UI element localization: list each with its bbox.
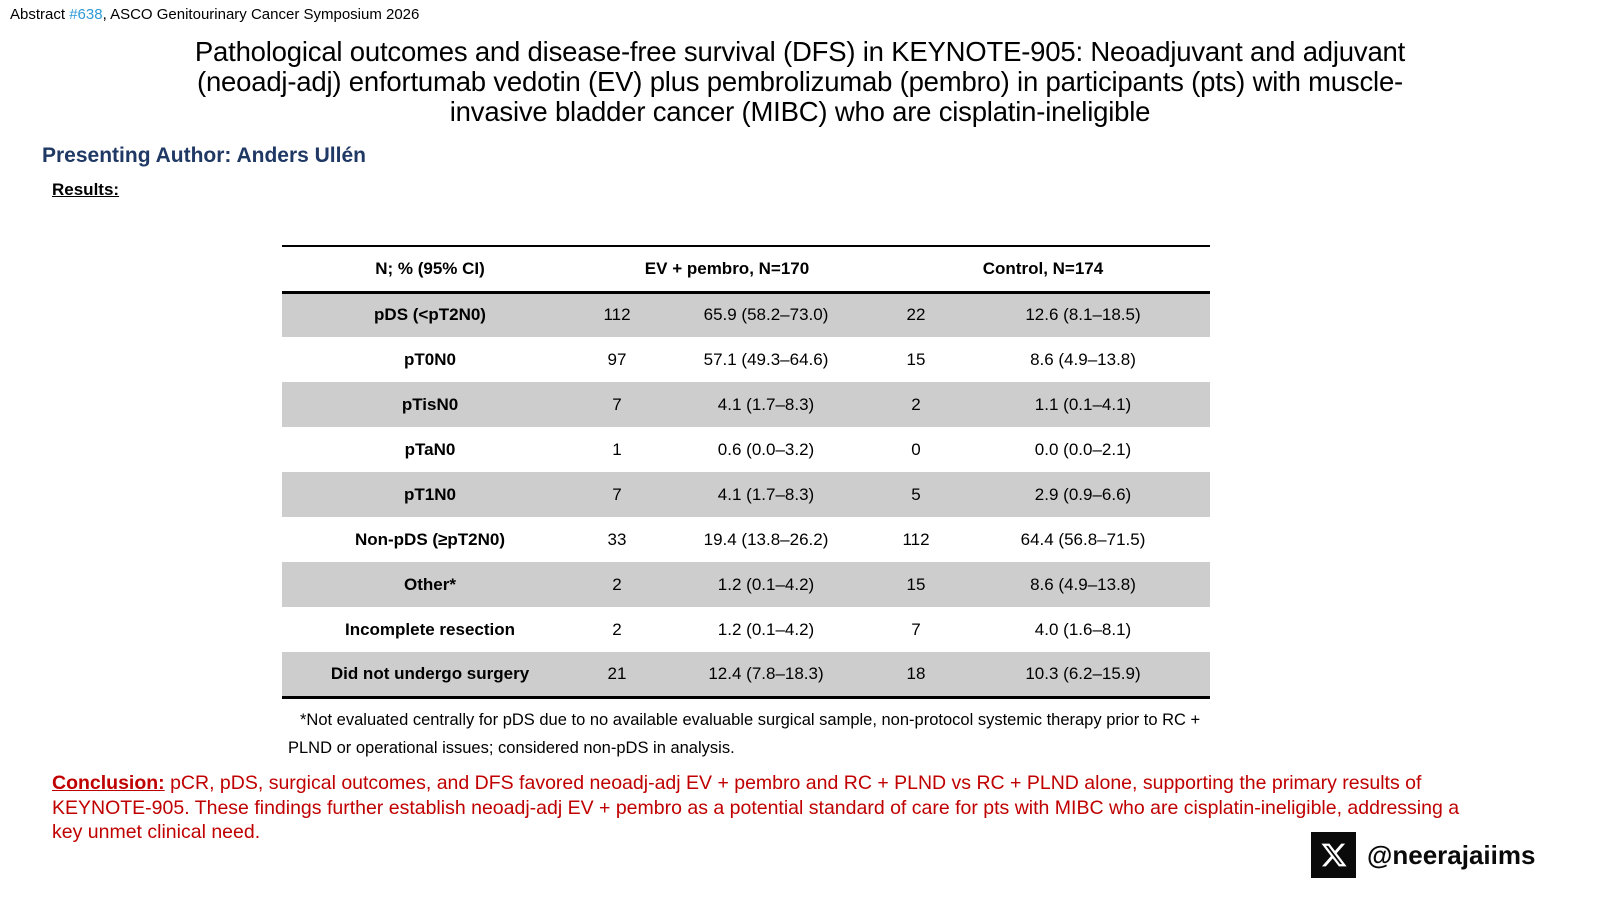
row-label: pT0N0	[404, 349, 456, 369]
control-pct-ci-value: 8.6 (4.9–13.8)	[1030, 574, 1136, 594]
ev-pembro-n-value: 1	[612, 439, 622, 459]
row-label: pDS (<pT2N0)	[374, 305, 486, 325]
control-n-value: 15	[906, 574, 926, 594]
abstract-prefix: Abstract	[10, 6, 70, 23]
control-pct-ci-value: 10.3 (6.2–15.9)	[1025, 663, 1141, 683]
presenting-author: Presenting Author: Anders Ullén	[42, 144, 366, 167]
control-n-value: 0	[911, 439, 921, 459]
social-handle: @neerajaiims	[1367, 839, 1536, 870]
table-row: pTisN0 7 4.1 (1.7–8.3) 2 1.1 (0.1–4.1)	[282, 382, 1210, 427]
control-pct-ci-value: 0.0 (0.0–2.1)	[1034, 439, 1132, 459]
row-label: pTisN0	[401, 394, 459, 414]
row-label: pT1N0	[404, 484, 456, 504]
table-row: Non-pDS (≥pT2N0) 33 19.4 (13.8–26.2) 112…	[282, 517, 1210, 562]
control-pct-ci-value: 2.9 (0.9–6.6)	[1034, 484, 1132, 504]
column-header-stat: N; % (95% CI)	[282, 246, 578, 294]
ev-pembro-n-value: 2	[612, 619, 622, 639]
ev-pembro-pct-ci-value: 65.9 (58.2–73.0)	[703, 305, 829, 325]
ev-pembro-n-value: 2	[612, 574, 622, 594]
ev-pembro-pct-ci-value: 0.6 (0.0–3.2)	[717, 439, 815, 459]
ev-pembro-pct-ci-value: 12.4 (7.8–18.3)	[708, 663, 824, 683]
control-n-value: 15	[906, 349, 926, 369]
control-pct-ci-value: 1.1 (0.1–4.1)	[1034, 394, 1132, 414]
slide-title-line3: invasive bladder cancer (MIBC) who are c…	[449, 96, 1151, 127]
ev-pembro-pct-ci-value: 1.2 (0.1–4.2)	[717, 619, 815, 639]
ev-pembro-pct-ci-value: 4.1 (1.7–8.3)	[717, 394, 815, 414]
ev-pembro-n-value: 7	[612, 484, 622, 504]
ev-pembro-n-value: 112	[603, 305, 631, 325]
table-row: pTaN0 1 0.6 (0.0–3.2) 0 0.0 (0.0–2.1)	[282, 427, 1210, 472]
abstract-citation: Abstract #638, ASCO Genitourinary Cancer…	[10, 6, 419, 23]
control-n-value: 112	[902, 529, 930, 549]
ev-pembro-pct-ci-value: 19.4 (13.8–26.2)	[703, 529, 829, 549]
conclusion-body: pCR, pDS, surgical outcomes, and DFS fav…	[52, 772, 1460, 843]
control-n-value: 22	[906, 305, 926, 325]
social-attribution: @neerajaiims	[1311, 832, 1535, 878]
ev-pembro-n-value: 7	[612, 394, 622, 414]
slide-title: Pathological outcomes and disease-free s…	[55, 37, 1545, 127]
row-label: pTaN0	[404, 439, 456, 459]
column-header-ev-pembro: EV + pembro, N=170	[578, 246, 876, 294]
row-label: Other*	[404, 574, 456, 594]
table-row: pDS (<pT2N0) 112 65.9 (58.2–73.0) 22 12.…	[282, 292, 1210, 337]
control-n-value: 7	[911, 619, 921, 639]
ev-pembro-n-value: 97	[607, 349, 627, 369]
ev-pembro-pct-ci-value: 1.2 (0.1–4.2)	[717, 574, 815, 594]
control-pct-ci-value: 4.0 (1.6–8.1)	[1034, 619, 1132, 639]
slide-title-line2: (neoadj-adj) enfortumab vedotin (EV) plu…	[197, 66, 1403, 97]
results-heading: Results:	[52, 180, 120, 199]
conclusion-label: Conclusion:	[52, 772, 165, 794]
slide-title-line1: Pathological outcomes and disease-free s…	[194, 36, 1406, 67]
conclusion-text: Conclusion: pCR, pDS, surgical outcomes,…	[52, 771, 1487, 845]
control-n-value: 2	[911, 394, 921, 414]
column-header-control: Control, N=174	[876, 246, 1210, 294]
table-row: Did not undergo surgery 21 12.4 (7.8–18.…	[282, 652, 1210, 697]
pathological-outcomes-table: N; % (95% CI) EV + pembro, N=170 Control…	[282, 245, 1210, 699]
ev-pembro-n-value: 21	[607, 663, 627, 683]
control-pct-ci-value: 8.6 (4.9–13.8)	[1030, 349, 1136, 369]
table-header: N; % (95% CI) EV + pembro, N=170 Control…	[282, 246, 1210, 294]
ev-pembro-n-value: 33	[607, 529, 627, 549]
control-n-value: 18	[906, 663, 926, 683]
results-table-body: pDS (<pT2N0) 112 65.9 (58.2–73.0) 22 12.…	[282, 292, 1210, 697]
row-label: Non-pDS (≥pT2N0)	[354, 529, 506, 549]
row-label: Did not undergo surgery	[330, 663, 530, 683]
table-row: pT0N0 97 57.1 (49.3–64.6) 15 8.6 (4.9–13…	[282, 337, 1210, 382]
x-logo-icon	[1311, 832, 1356, 878]
abstract-number-link[interactable]: #638	[69, 6, 103, 23]
table-row: Incomplete resection 2 1.2 (0.1–4.2) 7 4…	[282, 607, 1210, 652]
table-row: Other* 2 1.2 (0.1–4.2) 15 8.6 (4.9–13.8)	[282, 562, 1210, 607]
control-pct-ci-value: 12.6 (8.1–18.5)	[1025, 305, 1141, 325]
control-pct-ci-value: 64.4 (56.8–71.5)	[1020, 529, 1146, 549]
abstract-suffix: , ASCO Genitourinary Cancer Symposium 20…	[102, 6, 420, 23]
control-n-value: 5	[911, 484, 921, 504]
table-footnote: *Not evaluated centrally for pDS due to …	[288, 711, 1201, 757]
ev-pembro-pct-ci-value: 57.1 (49.3–64.6)	[703, 349, 829, 369]
table-row: pT1N0 7 4.1 (1.7–8.3) 5 2.9 (0.9–6.6)	[282, 472, 1210, 517]
ev-pembro-pct-ci-value: 4.1 (1.7–8.3)	[717, 484, 815, 504]
row-label: Incomplete resection	[344, 619, 516, 639]
